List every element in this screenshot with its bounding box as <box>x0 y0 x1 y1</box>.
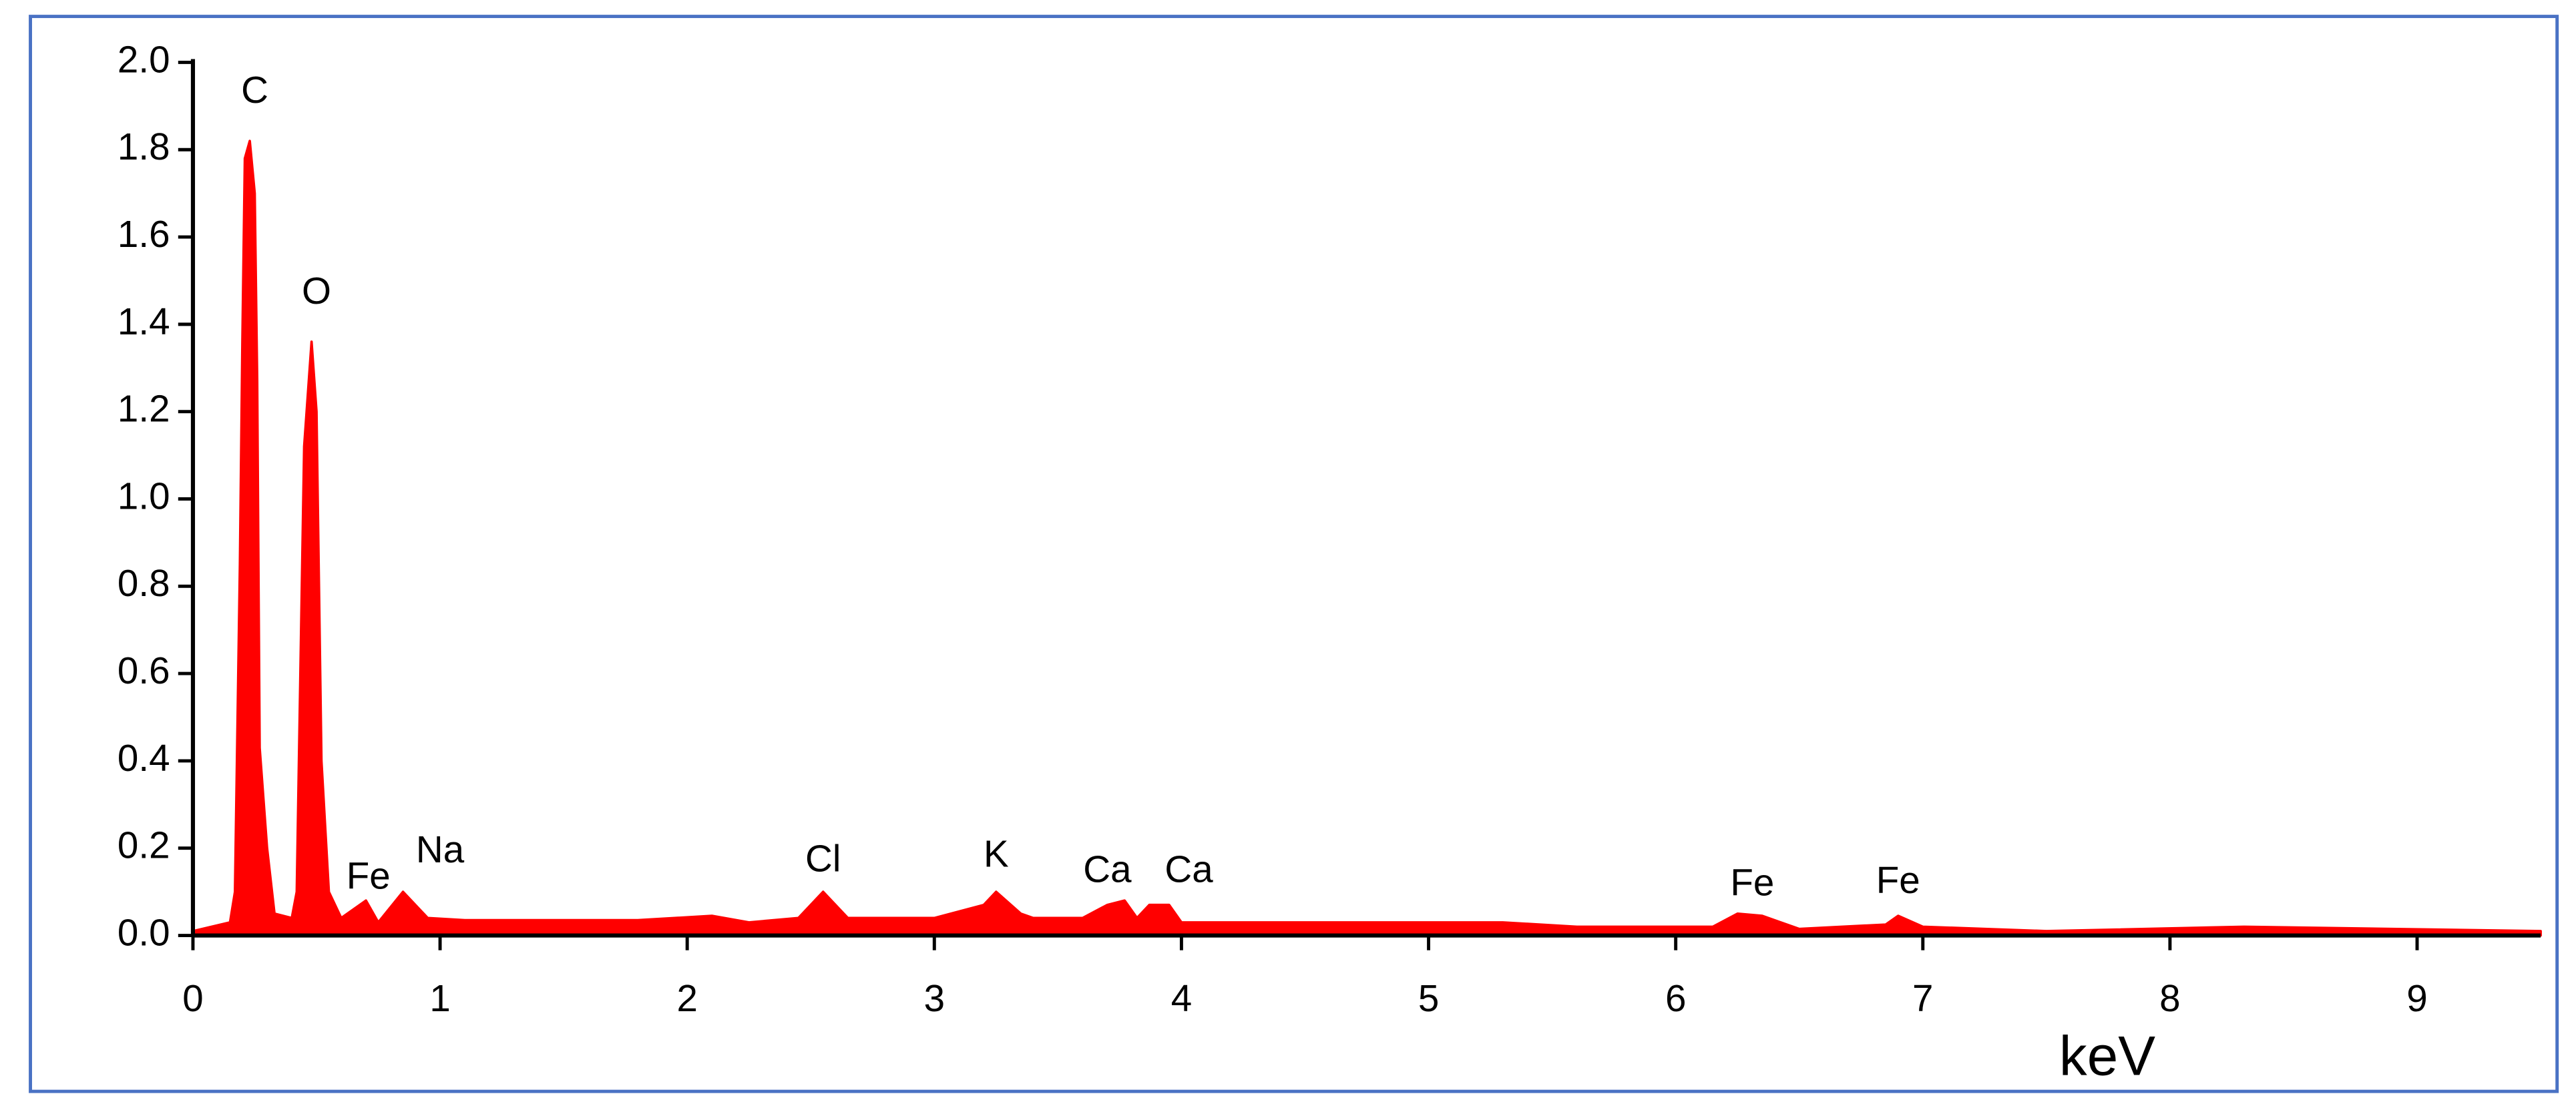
x-tick-label: 9 <box>2406 977 2427 1019</box>
y-tick-label: 1.6 <box>118 213 170 255</box>
y-tick-label: 0.8 <box>118 562 170 604</box>
x-tick-label: 4 <box>1171 977 1192 1019</box>
x-tick-label: 6 <box>1665 977 1686 1019</box>
frame <box>29 15 2559 1093</box>
x-tick-label: 7 <box>1912 977 1933 1019</box>
y-tick-label: 0.4 <box>118 737 170 779</box>
x-axis-label: keV <box>2059 1024 2155 1087</box>
y-tick-label: 0.0 <box>118 911 170 953</box>
plot-area: 0.0 0.2 0.4 0.6 0.8 1.0 1.2 1.4 1.6 1.8 2.0 0 1 2 3 4 5 6… <box>118 38 2542 1087</box>
x-tick-label: 0 <box>182 977 203 1019</box>
peak-label: C <box>241 69 268 111</box>
y-tick-label: 2.0 <box>118 38 170 80</box>
peak-label: Ca <box>1083 848 1132 890</box>
x-tick-label: 8 <box>2159 977 2180 1019</box>
y-tick-label: 0.2 <box>118 824 170 866</box>
peak-label: Cl <box>805 837 841 879</box>
peak-label: O <box>302 270 331 312</box>
spectrum-area <box>192 140 2542 937</box>
peak-label: Fe <box>1876 859 1920 901</box>
peak-label: K <box>984 833 1009 875</box>
y-tick-label: 0.6 <box>118 649 170 691</box>
y-tick-label: 1.0 <box>118 475 170 517</box>
peak-label: Fe <box>1730 861 1774 903</box>
peak-label: Na <box>416 828 465 870</box>
y-tick-label: 1.8 <box>118 125 170 168</box>
y-tick-label: 1.4 <box>118 300 170 342</box>
x-tick-label: 5 <box>1418 977 1439 1019</box>
peak-label: Fe <box>347 854 391 896</box>
x-tick-label: 1 <box>429 977 450 1019</box>
y-tick-label: 1.2 <box>118 388 170 430</box>
x-tick-label: 3 <box>924 977 945 1019</box>
x-tick-label: 2 <box>676 977 697 1019</box>
peak-label: Ca <box>1164 848 1213 890</box>
